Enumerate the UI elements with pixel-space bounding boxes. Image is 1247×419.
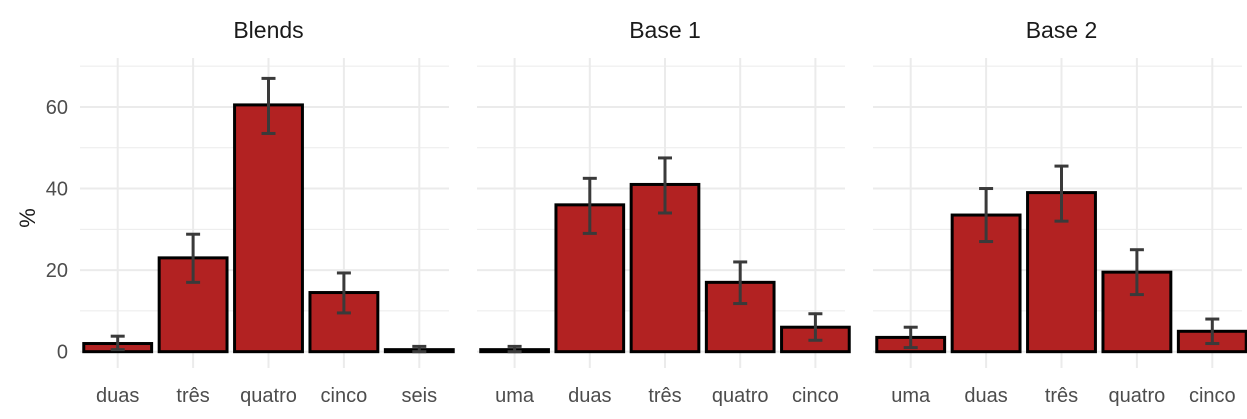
x-tick-label: três <box>648 385 681 407</box>
x-tick-label: quatro <box>240 385 297 407</box>
x-tick-label: quatro <box>712 385 769 407</box>
x-tick-label: quatro <box>1109 385 1166 407</box>
facet-1: Base 1 uma duas três quatro cinco <box>477 17 851 407</box>
x-tick-label: duas <box>964 385 1007 407</box>
facets: Blends 0 20 40 60 duas três quatro cinco seis Base… <box>46 17 1247 407</box>
y-axis-title: % <box>15 208 40 228</box>
y-tick-label: 0 <box>57 342 68 364</box>
x-tick-label: cinco <box>1189 385 1236 407</box>
y-tick-label: 60 <box>46 97 68 119</box>
x-tick-label: cinco <box>792 385 839 407</box>
x-tick-label: duas <box>96 385 139 407</box>
facet-title: Base 2 <box>1026 17 1098 43</box>
x-tick-label: três <box>1045 385 1078 407</box>
x-tick-label: três <box>176 385 209 407</box>
y-tick-label: 40 <box>46 179 68 201</box>
x-tick-label: seis <box>402 385 438 407</box>
facet-0: Blends 0 20 40 60 duas três quatro cinco seis <box>46 17 455 407</box>
facet-2: Base 2 uma duas três quatro cinco <box>873 17 1247 407</box>
x-tick-label: uma <box>891 385 931 407</box>
bar <box>233 103 304 354</box>
x-tick-label: uma <box>495 385 535 407</box>
facet-title: Base 1 <box>629 17 701 43</box>
facet-title: Blends <box>233 17 303 43</box>
y-tick-label: 20 <box>46 260 68 282</box>
x-tick-label: cinco <box>321 385 368 407</box>
x-tick-label: duas <box>568 385 611 407</box>
